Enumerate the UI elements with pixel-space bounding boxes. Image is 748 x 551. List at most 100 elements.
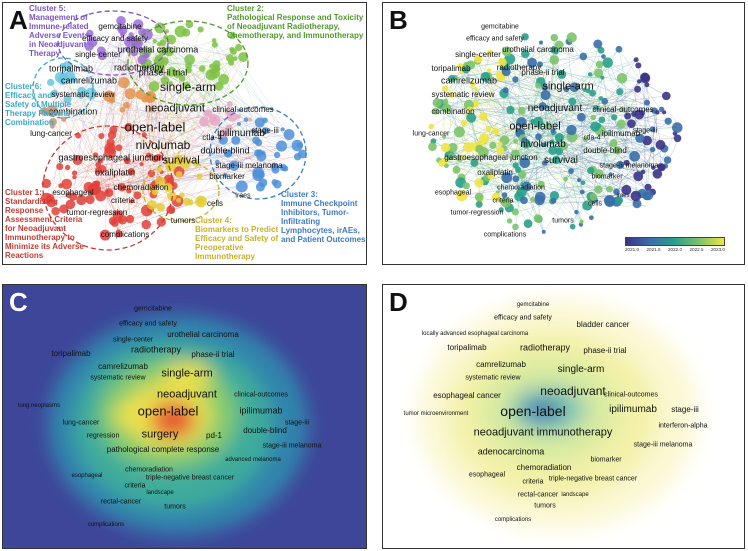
cluster-annotation: Cluster 3: Immune Checkpoint Inhibitors,…	[281, 190, 366, 244]
network-link	[445, 89, 585, 106]
network-link	[544, 144, 599, 190]
network-node	[447, 142, 458, 153]
network-node	[640, 72, 650, 82]
network-node	[127, 167, 135, 176]
network-node	[523, 219, 533, 228]
network-link	[102, 55, 259, 143]
network-link	[54, 40, 215, 94]
network-link	[92, 68, 219, 189]
network-link	[203, 62, 232, 122]
keyword-label: ctla-4	[202, 133, 222, 142]
network-link	[604, 101, 669, 122]
network-link	[598, 109, 662, 190]
keyword-label: double-blind	[583, 146, 627, 155]
network-link	[572, 140, 648, 227]
network-node	[89, 183, 102, 195]
network-link	[109, 51, 234, 153]
network-node	[521, 49, 530, 59]
network-link	[544, 162, 583, 193]
network-node	[615, 160, 625, 169]
keyword-label: landscape	[561, 492, 589, 498]
network-node	[118, 76, 130, 89]
network-link	[565, 178, 638, 204]
keyword-label: criteria	[522, 478, 544, 486]
network-node	[147, 200, 157, 210]
network-link	[60, 78, 202, 202]
network-link	[469, 109, 653, 150]
keyword-label: single-arm	[557, 364, 605, 375]
keyword-label: phase-ii trial	[191, 350, 235, 359]
network-link	[440, 103, 649, 188]
cluster-boundary	[209, 106, 307, 200]
network-link	[485, 37, 572, 78]
network-node	[133, 191, 142, 200]
network-link	[134, 52, 262, 157]
network-link	[81, 34, 123, 201]
network-link	[129, 109, 153, 220]
network-node	[148, 106, 155, 112]
network-link	[647, 112, 658, 188]
keyword-label: camrelizumab	[440, 75, 498, 86]
network-link	[590, 74, 640, 82]
network-node	[283, 129, 295, 140]
network-node	[298, 149, 307, 159]
network-link	[109, 68, 219, 149]
network-link	[168, 153, 303, 181]
cluster-boundary	[32, 57, 94, 119]
network-node	[442, 98, 449, 105]
network-link	[609, 140, 648, 190]
network-link	[522, 49, 554, 185]
network-link	[525, 36, 611, 175]
network-node	[601, 54, 606, 59]
keyword-label: stage-iii	[632, 127, 658, 135]
network-node	[165, 161, 176, 172]
keyword-label: single-center	[112, 336, 154, 344]
network-node	[563, 86, 570, 93]
network-node	[175, 170, 183, 178]
network-link	[229, 123, 245, 131]
network-node	[119, 106, 126, 113]
network-link	[479, 64, 600, 198]
network-node	[147, 169, 156, 178]
network-node	[139, 47, 144, 53]
network-node	[579, 219, 584, 224]
network-node	[611, 114, 618, 121]
keyword-label: double-blind	[200, 145, 250, 156]
network-link	[532, 51, 557, 200]
network-link	[525, 143, 666, 167]
network-link	[109, 151, 162, 173]
network-node	[634, 109, 645, 120]
network-link	[454, 77, 653, 193]
network-node	[550, 46, 558, 54]
network-node	[106, 138, 115, 147]
network-node	[183, 197, 192, 206]
network-node	[501, 46, 512, 57]
keyword-label: camrelizumab	[98, 362, 148, 371]
keyword-label: triple-negative breast cancer	[548, 475, 638, 483]
network-node	[129, 199, 134, 204]
network-node	[580, 180, 586, 186]
network-node	[657, 163, 665, 171]
network-link	[492, 143, 501, 154]
network-node	[438, 159, 446, 167]
network-link	[446, 108, 521, 136]
network-link	[172, 74, 179, 160]
network-node	[480, 72, 491, 82]
network-node	[215, 66, 221, 72]
network-link	[559, 77, 603, 138]
network-link	[568, 41, 640, 115]
network-link	[49, 93, 60, 199]
network-node	[440, 142, 451, 153]
keyword-label: ipilimumab	[217, 128, 265, 139]
network-node	[594, 68, 604, 78]
keyword-label: open-label	[509, 120, 561, 133]
keyword-label: ipilimumab	[609, 404, 657, 415]
network-link	[552, 37, 572, 131]
network-node	[184, 54, 195, 66]
cluster-annotation: Cluster 2: Pathological Response and Tox…	[227, 4, 364, 40]
network-node	[256, 149, 264, 156]
network-node	[498, 58, 507, 67]
network-link	[60, 100, 113, 186]
network-node	[229, 46, 235, 53]
network-node	[592, 104, 599, 111]
